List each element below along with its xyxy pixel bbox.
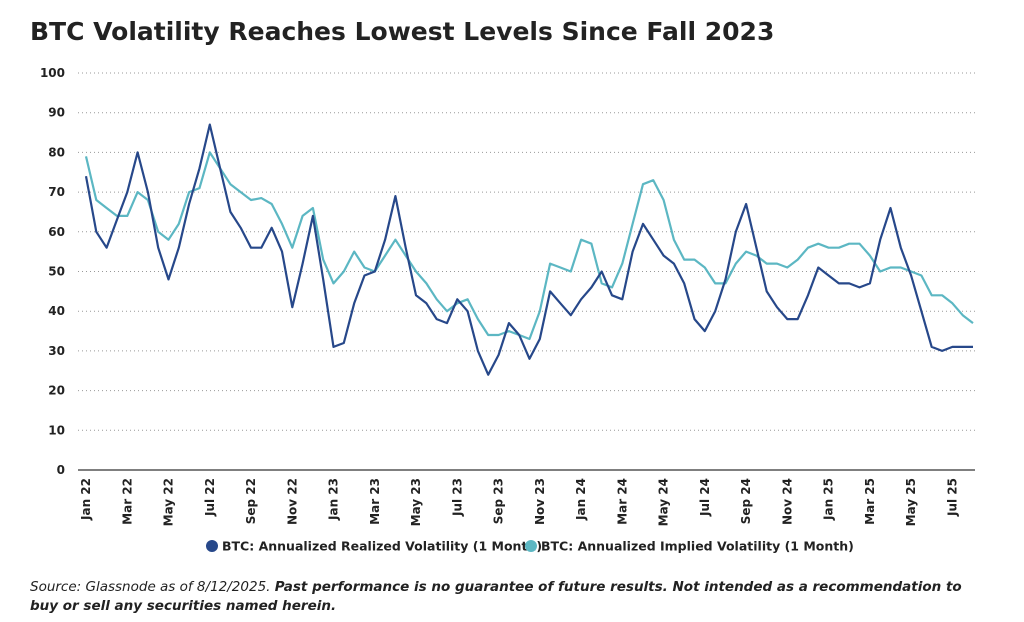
x-tick-label: Mar 24 [615, 478, 629, 525]
source: Source: Glassnode as of 8/12/2025. [30, 579, 271, 595]
y-tick-label: 20 [48, 384, 65, 398]
y-tick-label: 40 [48, 304, 65, 318]
x-tick-label: Sep 23 [492, 478, 506, 524]
y-tick-label: 0 [57, 463, 65, 477]
y-tick-label: 100 [40, 66, 65, 80]
series-line [84, 123, 973, 376]
chart-title: BTC Volatility Reaches Lowest Levels Sin… [30, 17, 774, 46]
x-tick-label: May 25 [904, 478, 918, 526]
legend-swatch [525, 540, 537, 552]
y-tick-label: 10 [48, 423, 65, 437]
y-tick-label: 30 [48, 344, 65, 358]
y-tick-label: 70 [48, 185, 65, 199]
x-tick-label: Mar 22 [120, 478, 134, 525]
y-tick-label: 60 [48, 225, 65, 239]
x-tick-label: Jul 24 [698, 478, 712, 517]
x-tick-label: Mar 25 [863, 478, 877, 525]
series-line [84, 151, 974, 341]
x-tick-label: Jul 25 [945, 478, 959, 517]
x-tick-label: Sep 22 [244, 478, 258, 524]
x-tick-label: Jul 22 [203, 478, 217, 517]
legend-swatch [206, 540, 218, 552]
x-tick-label: Jan 23 [327, 478, 341, 521]
x-tick-label: May 22 [162, 478, 176, 526]
legend-label: BTC: Annualized Implied Volatility (1 Mo… [541, 539, 854, 554]
disclaimer: Past performance is no guarantee of futu… [30, 579, 962, 614]
x-tick-label: Jan 25 [822, 478, 836, 521]
legend-label: BTC: Annualized Realized Volatility (1 M… [222, 539, 542, 554]
x-tick-label: Jan 24 [574, 478, 588, 521]
x-tick-label: Sep 24 [739, 478, 753, 524]
x-tick-label: Jul 23 [450, 478, 464, 517]
x-tick-label: Nov 24 [780, 478, 794, 525]
x-tick-label: May 24 [657, 478, 671, 526]
chart: BTC Volatility Reaches Lowest Levels Sin… [30, 17, 975, 554]
x-tick-label: Jan 22 [79, 478, 93, 521]
x-tick-label: Nov 23 [533, 478, 547, 525]
y-tick-label: 80 [48, 145, 65, 159]
x-tick-label: May 23 [409, 478, 423, 526]
footer: Source: Glassnode as of 8/12/2025. Past … [30, 578, 990, 616]
x-tick-label: Nov 22 [285, 478, 299, 525]
y-tick-label: 50 [48, 265, 65, 279]
y-tick-label: 90 [48, 106, 65, 120]
x-tick-label: Mar 23 [368, 478, 382, 525]
